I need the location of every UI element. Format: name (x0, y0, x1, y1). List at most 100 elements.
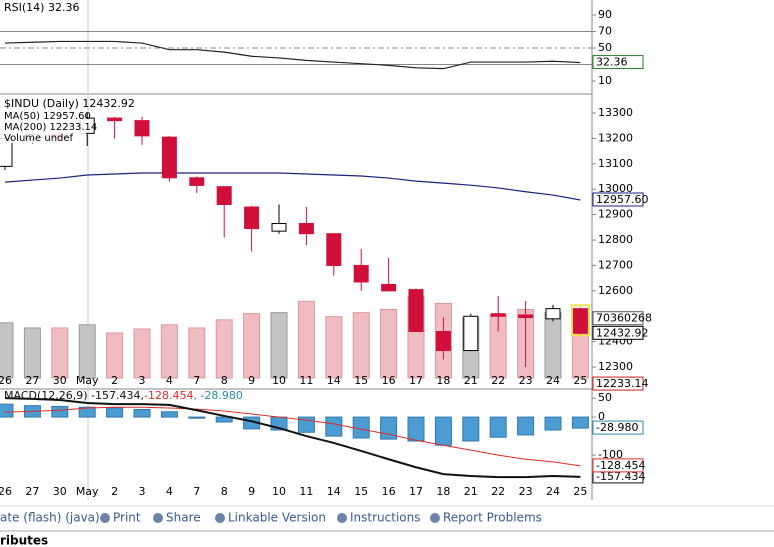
x-tick-label: 14 (327, 374, 341, 387)
x-tick-label: 2 (111, 374, 118, 387)
x-tick-label: May (76, 485, 99, 498)
toolbar-link[interactable]: ate (flash) (java) (0, 511, 100, 525)
legend-entry: MA(200) 12233.14 (4, 122, 97, 133)
volume-bar (380, 309, 398, 379)
toolbar-link[interactable]: Instructions (350, 511, 420, 525)
x-tick-label: 17 (409, 374, 423, 387)
value-box (592, 376, 644, 391)
x-tick-label: 26 (0, 374, 12, 387)
candle-body (490, 313, 506, 317)
line (4, 172, 581, 201)
x-tick-label: 22 (491, 374, 505, 387)
value-box-label: -128.454 (596, 459, 645, 472)
candle-body (161, 136, 177, 179)
x-tick-label: 23 (519, 374, 533, 387)
title-part: , -28.980 (193, 389, 242, 402)
histogram-bar (571, 416, 589, 429)
x-tick-label: 4 (166, 374, 173, 387)
y-tick-label: 12700 (598, 258, 633, 271)
candle-body (326, 233, 342, 266)
icon (100, 513, 110, 523)
histogram-bar (489, 416, 507, 438)
x-tick-label: 22 (491, 485, 505, 498)
y-tick-label: 50 (598, 41, 612, 54)
x-tick-label: 25 (573, 485, 587, 498)
x-tick-label: 26 (0, 485, 12, 498)
volume-bar (188, 327, 206, 379)
volume-bar (78, 324, 96, 379)
panel-title: $INDU (Daily) 12432.92 (4, 97, 135, 110)
x-tick-label: 30 (53, 485, 67, 498)
close-highlight (571, 304, 590, 337)
volume-bar (352, 312, 370, 379)
y-tick-label: 50 (598, 391, 612, 404)
x-tick-label: 10 (272, 374, 286, 387)
histogram-bar (0, 403, 14, 418)
x-tick-label: 7 (193, 485, 200, 498)
x-tick-label: 3 (139, 485, 146, 498)
candle-body (463, 315, 479, 352)
y-tick-label: 0 (598, 410, 605, 423)
x-tick-label: 11 (299, 485, 313, 498)
volume-bar (297, 300, 315, 379)
value-box (592, 420, 644, 435)
line (4, 406, 581, 467)
icon (337, 513, 347, 523)
value-box-label: -157.434 (596, 470, 645, 483)
x-tick-label: 23 (519, 485, 533, 498)
candle-body (572, 308, 588, 334)
value-box-label: -28.980 (596, 421, 638, 434)
title-part: MACD(12,26,9) -157.434, (4, 389, 144, 402)
volume-bar (133, 328, 151, 379)
panel-title: MACD(12,26,9) -157.434,-128.454, -28.980 (4, 389, 243, 402)
toolbar-link[interactable]: Print (113, 511, 141, 525)
volume-bar (51, 327, 69, 379)
x-tick-label: 24 (546, 374, 560, 387)
legend-entry: Volume undef (4, 133, 74, 144)
histogram-bar (407, 416, 425, 442)
toolbar-link[interactable]: Linkable Version (228, 511, 326, 525)
x-tick-label: 21 (464, 374, 478, 387)
x-tick-label: 15 (354, 485, 368, 498)
candle-body (189, 177, 205, 186)
histogram-bar (133, 408, 151, 418)
toolbar-link[interactable]: Report Problems (443, 511, 542, 525)
y-tick-label: 90 (598, 8, 612, 21)
histogram-bar (325, 416, 343, 437)
value-box-label: 12957.60 (596, 193, 649, 206)
histogram-bar (78, 406, 96, 418)
histogram-bar (51, 405, 69, 418)
x-tick-label: 27 (25, 485, 39, 498)
x-tick-label: 8 (221, 485, 228, 498)
candle-body (271, 223, 287, 232)
x-tick-label: 17 (409, 485, 423, 498)
y-tick-label: 13000 (598, 182, 633, 195)
x-tick-label: 30 (53, 374, 67, 387)
x-tick-label: 9 (248, 374, 255, 387)
volume-bar (23, 327, 41, 379)
histogram-bar (215, 416, 233, 423)
value-box-label: 12233.14 (596, 377, 649, 390)
candle-body (381, 284, 397, 292)
value-box-label: 12432.92 (596, 326, 649, 339)
histogram-bar (517, 416, 535, 436)
legend-entry: MA(50) 12957.60 (4, 111, 91, 122)
candle-body (134, 120, 150, 137)
y-tick-label: 13300 (598, 106, 633, 119)
candle-body (435, 331, 451, 352)
x-tick-label: 21 (464, 485, 478, 498)
x-tick-label: 16 (382, 485, 396, 498)
value-box (592, 311, 644, 326)
y-tick-label: 13200 (598, 131, 633, 144)
toolbar-link[interactable]: Share (166, 511, 201, 525)
histogram-bar (462, 416, 480, 442)
x-tick-label: 7 (193, 374, 200, 387)
volume-bar (544, 312, 562, 379)
histogram-bar (352, 416, 370, 439)
value-box-label: 70360268 (596, 312, 652, 325)
line (4, 40, 581, 70)
y-tick-label: 70 (598, 25, 612, 38)
